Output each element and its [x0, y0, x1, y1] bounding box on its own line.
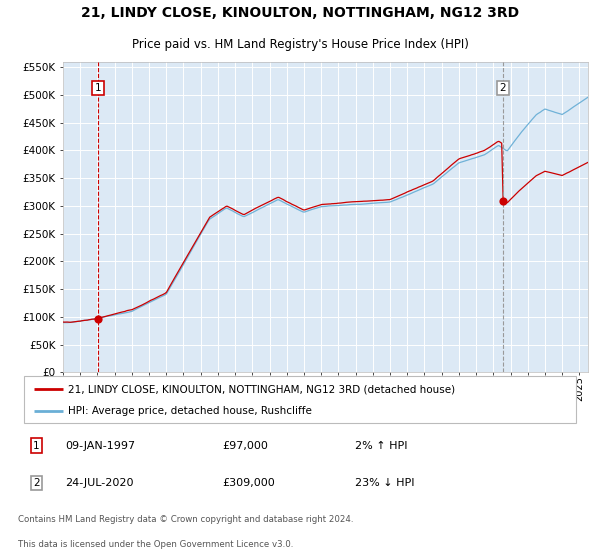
Text: 24-JUL-2020: 24-JUL-2020 [65, 478, 134, 488]
Text: Price paid vs. HM Land Registry's House Price Index (HPI): Price paid vs. HM Land Registry's House … [131, 38, 469, 50]
Text: £97,000: £97,000 [223, 441, 269, 451]
Text: 1: 1 [95, 83, 101, 93]
Text: 2: 2 [33, 478, 40, 488]
Text: 21, LINDY CLOSE, KINOULTON, NOTTINGHAM, NG12 3RD: 21, LINDY CLOSE, KINOULTON, NOTTINGHAM, … [81, 6, 519, 20]
Text: 2: 2 [500, 83, 506, 93]
Point [498, 197, 508, 206]
Text: 2% ↑ HPI: 2% ↑ HPI [355, 441, 408, 451]
Text: 1: 1 [33, 441, 40, 451]
Text: 23% ↓ HPI: 23% ↓ HPI [355, 478, 415, 488]
Text: 09-JAN-1997: 09-JAN-1997 [65, 441, 136, 451]
Text: HPI: Average price, detached house, Rushcliffe: HPI: Average price, detached house, Rush… [68, 406, 312, 416]
Text: This data is licensed under the Open Government Licence v3.0.: This data is licensed under the Open Gov… [18, 540, 293, 549]
Text: 21, LINDY CLOSE, KINOULTON, NOTTINGHAM, NG12 3RD (detached house): 21, LINDY CLOSE, KINOULTON, NOTTINGHAM, … [68, 384, 455, 394]
Point [93, 314, 103, 323]
FancyBboxPatch shape [24, 376, 576, 423]
Text: Contains HM Land Registry data © Crown copyright and database right 2024.: Contains HM Land Registry data © Crown c… [18, 515, 353, 524]
Text: £309,000: £309,000 [223, 478, 275, 488]
